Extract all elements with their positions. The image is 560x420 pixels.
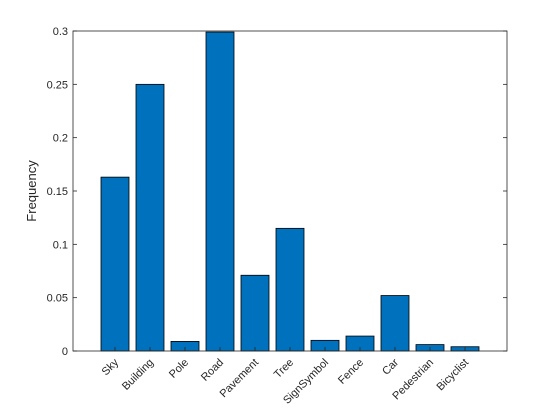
y-tick-label: 0.1 [53, 239, 68, 251]
y-tick-label: 0.15 [47, 186, 68, 198]
bar [240, 274, 270, 352]
bar [275, 227, 305, 352]
bar [205, 31, 235, 352]
bar [380, 295, 410, 352]
y-tick-label: 0.25 [47, 79, 68, 91]
y-tick-label: 0.2 [53, 133, 68, 145]
y-tick-label: 0.05 [47, 293, 68, 305]
y-tick-label: 0.3 [53, 26, 68, 38]
y-tick-label: 0 [62, 346, 68, 358]
bar [100, 176, 130, 352]
y-axis-label: Frequency [24, 160, 39, 222]
bar [135, 83, 165, 352]
